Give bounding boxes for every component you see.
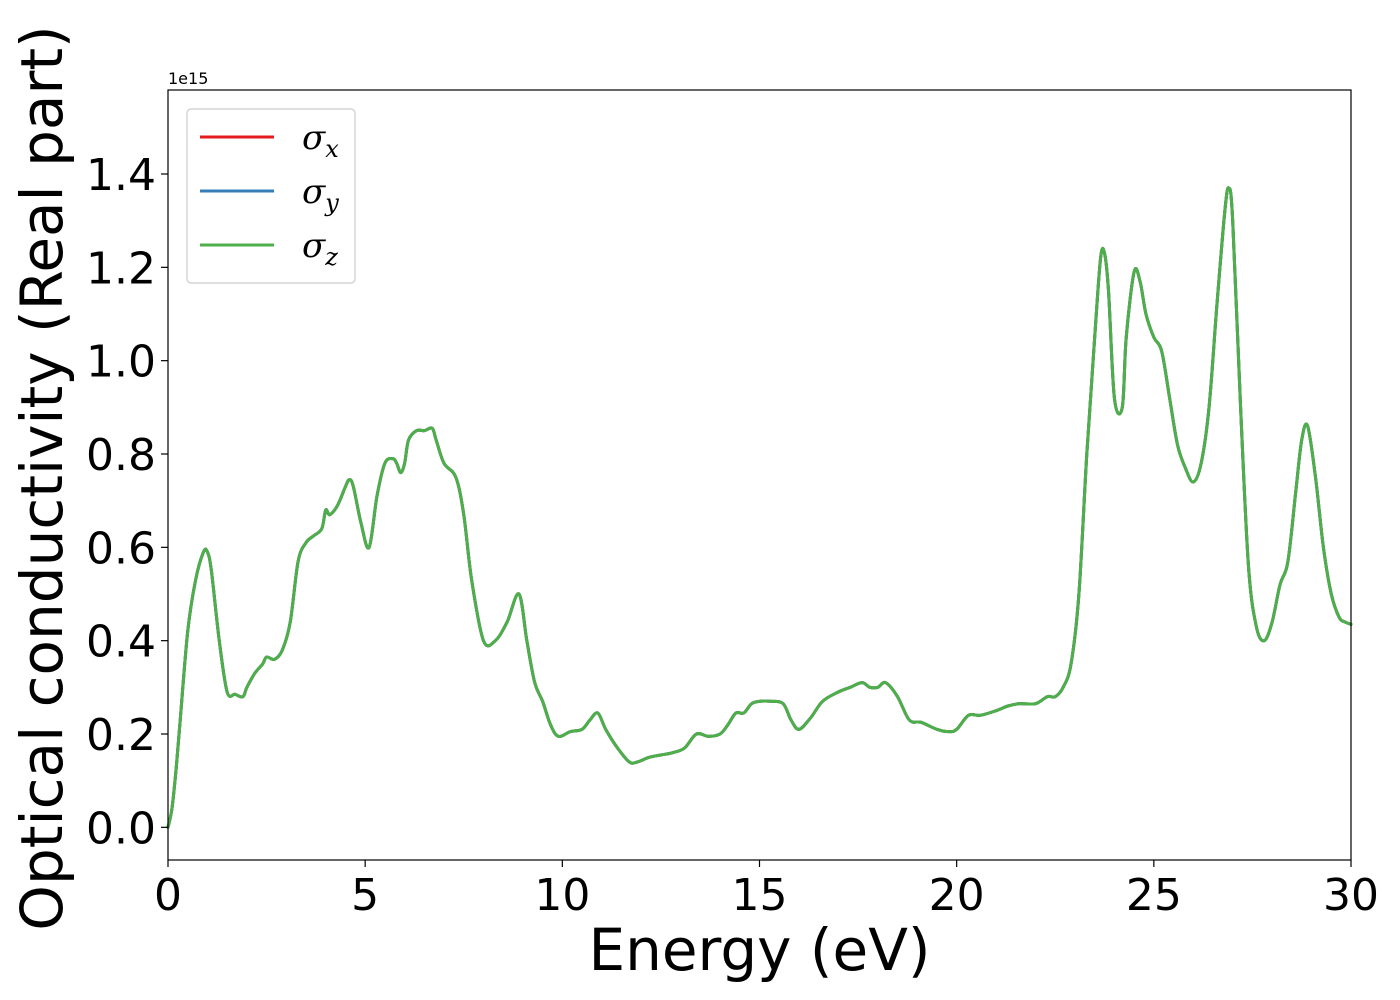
x-tick-label: 15 — [732, 870, 788, 921]
legend-box — [186, 108, 356, 284]
y-tick-label: 0.4 — [86, 617, 156, 668]
legend-label-y: σy — [302, 172, 339, 217]
y-tick-label: 0.2 — [86, 710, 156, 761]
series-line-y — [166, 186, 1353, 829]
x-axis-title: Energy (eV) — [588, 916, 930, 984]
y-tick-label: 0.8 — [86, 430, 156, 481]
y-tick-label: 1.0 — [86, 337, 156, 388]
y-tick-label: 0.0 — [86, 803, 156, 854]
y-tick-label: 1.4 — [86, 150, 156, 201]
x-tick-label: 0 — [154, 870, 182, 921]
series-line-x — [166, 186, 1353, 829]
y-axis-ticks: 0.0 0.2 0.4 0.6 0.8 1.0 1.2 1.4 — [86, 150, 168, 854]
x-tick-label: 30 — [1323, 870, 1379, 921]
x-tick-label: 10 — [534, 870, 590, 921]
series-line-z — [166, 186, 1353, 829]
x-tick-label: 25 — [1126, 870, 1182, 921]
y-axis-title: Optical conductivity (Real part) — [8, 25, 76, 930]
legend-label-z: σz — [302, 226, 338, 271]
legend-label-x: σx — [302, 118, 339, 163]
x-tick-label: 20 — [929, 870, 985, 921]
series-lines — [166, 186, 1353, 829]
y-offset-label: 1e15 — [168, 69, 208, 88]
x-tick-label: 5 — [351, 870, 379, 921]
legend: σx σy σz — [186, 108, 356, 284]
y-tick-label: 1.2 — [86, 243, 156, 294]
legend-items: σx σy σz — [200, 118, 339, 271]
x-axis-ticks: 0 5 10 15 20 25 30 — [154, 860, 1379, 921]
y-tick-label: 0.6 — [86, 523, 156, 574]
